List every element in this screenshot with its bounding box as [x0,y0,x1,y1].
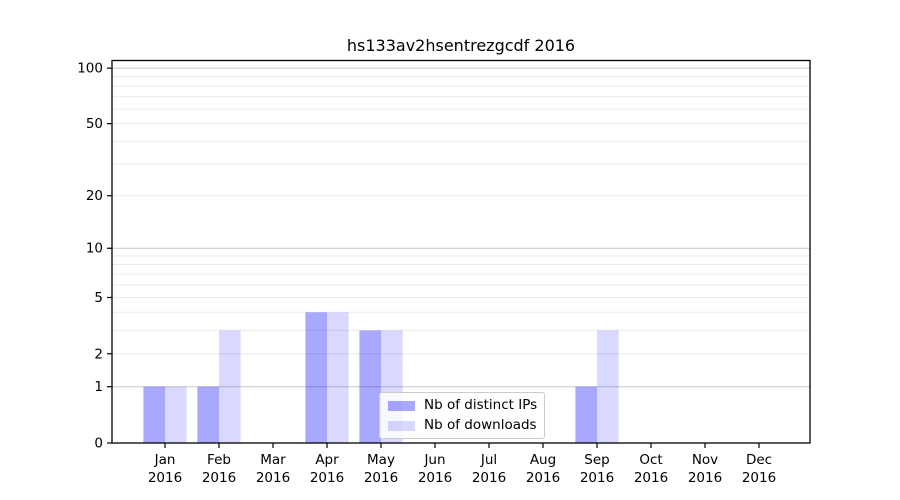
x-tick-label-year: 2016 [688,470,722,486]
legend-item-downloads: Nb of downloads [388,417,537,433]
legend-swatch-downloads [388,420,415,431]
bar-distinct-ips-apr [305,312,327,443]
legend-label-distinct-ips: Nb of distinct IPs [424,397,538,413]
bar-downloads-feb [219,330,241,443]
y-tick-label: 2 [94,346,103,362]
x-tick-label-month: Jun [423,452,445,468]
y-tick-label: 0 [94,436,103,452]
x-tick-label-year: 2016 [472,470,506,486]
y-tick-label: 50 [86,116,103,132]
x-tick-label-month: Oct [639,452,662,468]
x-tick-label-month: Jan [154,452,176,468]
legend-swatch-distinct-ips [388,400,415,411]
x-tick-label-month: Aug [530,452,556,468]
x-tick-label-year: 2016 [364,470,398,486]
x-tick-label-year: 2016 [742,470,776,486]
x-tick-label-month: Jul [480,452,497,468]
y-tick-label: 5 [94,290,103,306]
bar-distinct-ips-sep [575,386,597,443]
bar-downloads-apr [327,312,349,443]
x-tick-label-year: 2016 [256,470,290,486]
y-tick-label: 1 [94,379,103,395]
x-tick-label-month: Feb [207,452,231,468]
x-tick-label-year: 2016 [580,470,614,486]
legend-item-distinct-ips: Nb of distinct IPs [388,397,538,413]
axes-frame [111,59,811,444]
x-tick-label-month: Sep [584,452,609,468]
y-tick-label: 20 [86,188,103,204]
bar-distinct-ips-feb [197,386,219,443]
bar-downloads-jan [165,386,187,443]
bar-distinct-ips-jan [143,386,165,443]
x-tick-label-month: Apr [315,452,339,468]
bar-distinct-ips-may [359,330,381,443]
y-tick-label: 10 [86,241,103,257]
x-tick-label-year: 2016 [202,470,236,486]
x-tick-label-month: Dec [746,452,772,468]
bar-downloads-sep [597,330,619,443]
x-tick-label-month: May [367,452,395,468]
x-tick-label-year: 2016 [148,470,182,486]
x-tick-label-month: Mar [260,452,286,468]
legend: Nb of distinct IPs Nb of downloads [379,392,545,439]
x-tick-label-year: 2016 [634,470,668,486]
x-tick-label-year: 2016 [526,470,560,486]
x-tick-label-month: Nov [692,452,718,468]
chart-title: hs133av2hsentrezgcdf 2016 [346,36,576,55]
y-tick-label: 100 [77,61,103,77]
x-tick-label-year: 2016 [310,470,344,486]
x-tick-label-year: 2016 [418,470,452,486]
legend-label-downloads: Nb of downloads [424,417,537,433]
